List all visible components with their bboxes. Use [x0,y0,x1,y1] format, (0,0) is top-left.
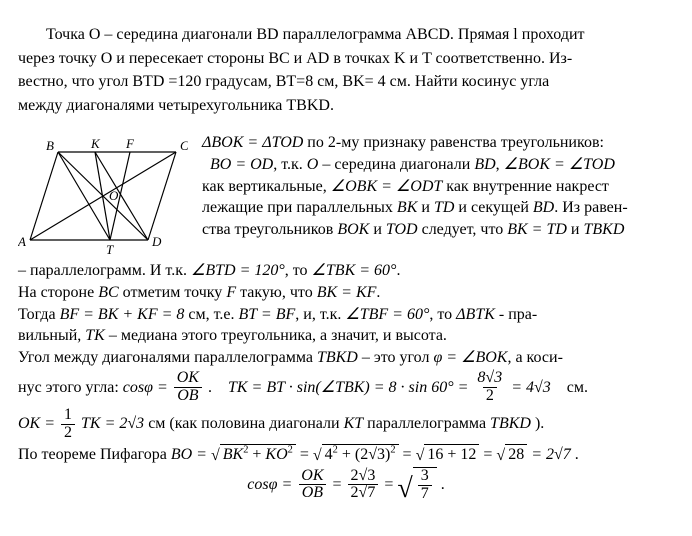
solution-line-9: вильный, TK – медиана этого треугольника… [18,325,674,347]
geometry-diagram: A B C D K T F O [18,134,188,258]
problem-line-2: через точку O и пересекает стороны BC и … [18,48,674,70]
svg-text:O: O [109,188,119,203]
solution-line-6: – параллелограмм. И т.к. ∠BTD = 120°, то… [18,260,674,282]
svg-text:F: F [125,136,135,151]
svg-text:K: K [90,136,101,151]
solution-line-7: На стороне BC отметим точку F такую, что… [18,282,674,304]
formula-pythagoras: По теореме Пифагора BO = √BK2 + KO2 = √4… [18,444,674,466]
svg-text:B: B [46,138,54,153]
formula-ok: OK = 1 2 TK = 2√3 см (как половина диаго… [18,407,674,442]
svg-text:A: A [18,234,26,249]
document-page: Точка O – середина диагонали BD параллел… [0,0,692,513]
solution-line-10: Угол между диагоналями параллелограмма T… [18,347,674,369]
svg-text:D: D [151,234,162,249]
svg-text:C: C [180,138,188,153]
solution-line-8: Тогда BF = BK + KF = 8 см, т.е. BT = BF,… [18,304,674,326]
problem-line-4: между диагоналями четырехугольника TBKD. [18,95,674,117]
formula-final: cosφ = OK OB = 2√3 2√7 = √ 3 7 . [18,467,674,503]
problem-line-1: Точка O – середина диагонали BD параллел… [18,24,674,46]
svg-text:T: T [106,242,114,257]
solution-block: ABCDKTFO ΔBOK = ΔTOD по 2-му признаку ра… [18,132,674,260]
formula-cos-tk: нус этого угла: cosφ = OK OB . TK = BT ·… [18,370,674,405]
problem-line-3: вестно, что угол BTD =120 градусам, BT=8… [18,71,674,93]
